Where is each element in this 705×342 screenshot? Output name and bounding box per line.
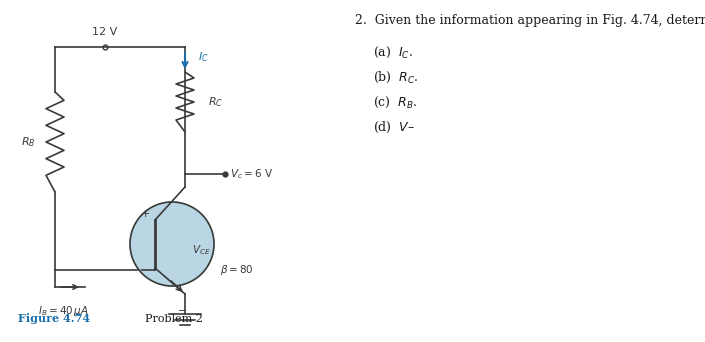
- Circle shape: [130, 202, 214, 286]
- Text: $V_c = 6$ V: $V_c = 6$ V: [230, 167, 273, 181]
- Text: Figure 4.74: Figure 4.74: [18, 313, 90, 324]
- Text: $I_C$: $I_C$: [198, 50, 209, 64]
- Text: $I_B = 40\,\mu$A: $I_B = 40\,\mu$A: [38, 304, 89, 318]
- Text: Problem 2: Problem 2: [138, 314, 203, 324]
- Text: (d)  $V$–: (d) $V$–: [373, 120, 415, 135]
- Text: (a)  $I_C$.: (a) $I_C$.: [373, 45, 413, 60]
- Text: $-$: $-$: [177, 304, 187, 314]
- Text: (c)  $R_B$.: (c) $R_B$.: [373, 95, 417, 110]
- Text: $R_C$: $R_C$: [208, 95, 223, 109]
- Text: (b)  $R_C$.: (b) $R_C$.: [373, 70, 419, 85]
- Text: $R_B$: $R_B$: [20, 135, 35, 149]
- Text: $\beta = 80$: $\beta = 80$: [220, 263, 254, 277]
- Text: $V_{CE}$: $V_{CE}$: [192, 243, 211, 257]
- Text: 12 V: 12 V: [92, 27, 118, 37]
- Text: +: +: [140, 209, 149, 219]
- Text: 2.  Given the information appearing in Fig. 4.74, determine:: 2. Given the information appearing in Fi…: [355, 14, 705, 27]
